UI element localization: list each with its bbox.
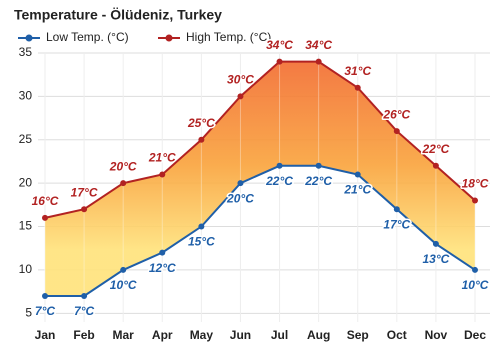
x-tick-label: Feb: [73, 328, 94, 342]
value-label: 34°C: [266, 38, 293, 52]
y-tick-label: 20: [19, 175, 33, 189]
point: [81, 292, 88, 299]
y-tick-label: 35: [19, 45, 33, 59]
point: [354, 171, 361, 178]
value-label: 7°C: [35, 304, 55, 318]
chart-title: Temperature - Ölüdeniz, Turkey: [14, 7, 222, 23]
value-label: 17°C: [71, 185, 98, 199]
value-label: 7°C: [74, 304, 94, 318]
value-label: 21°C: [148, 151, 176, 165]
value-label: 18°C: [462, 177, 489, 191]
value-label: 31°C: [344, 64, 371, 78]
y-tick-label: 25: [19, 132, 33, 146]
point: [472, 197, 478, 204]
legend-marker: [25, 34, 33, 42]
value-label: 34°C: [305, 38, 332, 52]
point: [81, 206, 88, 213]
x-tick-label: Dec: [464, 328, 486, 342]
value-label: 22°C: [304, 174, 332, 188]
point: [42, 214, 48, 221]
value-label: 10°C: [462, 278, 489, 292]
value-label: 20°C: [109, 159, 137, 173]
value-label: 10°C: [110, 278, 137, 292]
point: [120, 180, 127, 187]
value-label: 16°C: [32, 194, 59, 208]
y-tick-label: 15: [19, 219, 33, 233]
x-tick-label: Sep: [347, 328, 369, 342]
value-label: 17°C: [383, 217, 410, 231]
value-label: 22°C: [265, 174, 293, 188]
point: [354, 84, 361, 91]
x-tick-label: Mar: [113, 328, 135, 342]
legend-marker: [165, 34, 173, 42]
value-label: 13°C: [423, 252, 450, 266]
series-line: [44, 60, 476, 219]
x-tick-label: May: [190, 328, 214, 342]
legend-label: High Temp. (°C): [186, 30, 271, 44]
x-tick-label: Jun: [230, 328, 251, 342]
value-label: 26°C: [382, 107, 410, 121]
point: [393, 206, 400, 213]
point: [472, 266, 478, 273]
x-tick-label: Jan: [35, 328, 56, 342]
value-label: 25°C: [187, 116, 215, 130]
legend: Low Temp. (°C) High Temp. (°C): [18, 30, 271, 44]
x-tick-label: Nov: [425, 328, 448, 342]
point: [432, 240, 439, 247]
value-label: 22°C: [422, 142, 450, 156]
point: [237, 93, 244, 100]
point: [432, 162, 439, 169]
x-tick-label: Aug: [307, 328, 330, 342]
point: [120, 266, 127, 273]
value-label: 21°C: [343, 183, 371, 197]
value-label: 12°C: [149, 261, 176, 275]
x-tick-label: Jul: [271, 328, 288, 342]
point: [42, 292, 48, 299]
y-tick-label: 30: [19, 89, 33, 103]
point: [315, 58, 322, 65]
point: [393, 128, 400, 135]
point: [198, 223, 205, 230]
point: [315, 162, 322, 169]
point: [237, 180, 244, 187]
point: [198, 136, 205, 143]
value-label: 20°C: [226, 191, 254, 205]
value-label: 15°C: [188, 235, 215, 249]
legend-label: Low Temp. (°C): [46, 30, 129, 44]
x-tick-label: Apr: [152, 328, 173, 342]
point: [276, 58, 283, 65]
y-tick-label: 10: [19, 262, 33, 276]
point: [276, 162, 283, 169]
series-line: [45, 164, 476, 297]
x-tick-label: Oct: [387, 328, 407, 342]
temperature-band: [45, 61, 475, 296]
value-label: 30°C: [227, 73, 254, 87]
point: [159, 249, 166, 256]
y-tick-label: 5: [25, 305, 32, 319]
point: [159, 171, 166, 178]
